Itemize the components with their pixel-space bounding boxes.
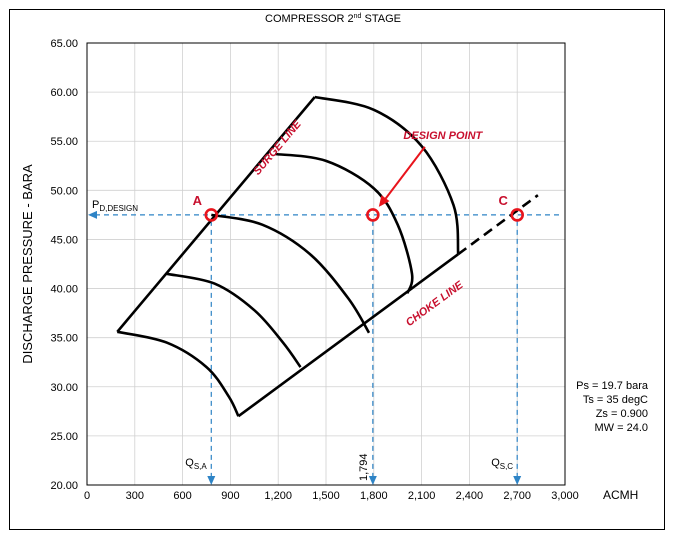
design-pressure-label: PD,DESIGN bbox=[92, 199, 138, 213]
y-axis-label: DISCHARGE PRESSURE - BARA bbox=[20, 164, 35, 364]
x-tick-label: 3,000 bbox=[551, 490, 579, 502]
chart-title: COMPRESSOR 2nd STAGE bbox=[265, 13, 401, 25]
condition-text: MW = 24.0 bbox=[595, 422, 649, 434]
y-tick-label: 45.00 bbox=[50, 234, 78, 246]
condition-text: Zs = 0.900 bbox=[596, 408, 648, 420]
x-tick-label: 2,700 bbox=[503, 490, 531, 502]
design-point-arrowhead bbox=[378, 195, 390, 207]
x-tick-label: 900 bbox=[221, 490, 239, 502]
y-tick-label: 55.00 bbox=[50, 136, 78, 148]
x-tick-label: 1,800 bbox=[360, 490, 388, 502]
outer-border bbox=[9, 9, 665, 530]
design-point-arrow bbox=[380, 146, 426, 206]
choke-line bbox=[237, 253, 459, 418]
x-tick-label: 0 bbox=[84, 490, 90, 502]
y-tick-label: 30.00 bbox=[50, 382, 78, 394]
x-tick-label: 2,100 bbox=[408, 490, 436, 502]
flow-arrowhead bbox=[368, 476, 377, 485]
condition-text: Ps = 19.7 bara bbox=[576, 380, 649, 392]
y-tick-label: 25.00 bbox=[50, 431, 78, 443]
x-axis-label: ACMH bbox=[603, 488, 638, 502]
plot-border bbox=[86, 42, 566, 486]
y-tick-label: 60.00 bbox=[50, 87, 78, 99]
flow-arrowhead bbox=[513, 476, 522, 485]
y-tick-label: 40.00 bbox=[50, 284, 78, 296]
condition-text: Ts = 35 degC bbox=[583, 394, 648, 406]
flow-label-design: 1,794 bbox=[358, 453, 370, 481]
x-tick-label: 300 bbox=[126, 490, 144, 502]
x-tick-label: 2,400 bbox=[456, 490, 484, 502]
x-tick-label: 1,200 bbox=[264, 490, 292, 502]
point-label-c: C bbox=[499, 193, 509, 208]
speed-curve bbox=[274, 152, 414, 294]
x-tick-label: 1,500 bbox=[312, 490, 340, 502]
y-tick-label: 65.00 bbox=[50, 38, 78, 50]
flow-arrowhead bbox=[207, 476, 216, 485]
design-pressure-arrowhead bbox=[88, 210, 97, 219]
point-label-a: A bbox=[193, 193, 203, 208]
operating-point-marker bbox=[510, 208, 525, 222]
design-point-label: DESIGN POINT bbox=[403, 130, 483, 142]
y-tick-label: 20.00 bbox=[50, 480, 78, 492]
flow-label-qsc: QS,C bbox=[491, 457, 513, 471]
choke-line-extension bbox=[457, 194, 539, 256]
operating-point-marker bbox=[204, 208, 219, 222]
speed-curve bbox=[314, 95, 460, 255]
y-tick-label: 50.00 bbox=[50, 185, 78, 197]
operating-point-marker bbox=[366, 208, 380, 222]
flow-label-qsa: QS,A bbox=[185, 457, 207, 471]
speed-curve bbox=[166, 272, 302, 368]
x-tick-label: 600 bbox=[173, 490, 191, 502]
speed-curve bbox=[211, 213, 371, 334]
surge-line-label: SURGE LINE bbox=[251, 118, 304, 178]
y-tick-label: 35.00 bbox=[50, 333, 78, 345]
speed-curve bbox=[117, 330, 240, 417]
